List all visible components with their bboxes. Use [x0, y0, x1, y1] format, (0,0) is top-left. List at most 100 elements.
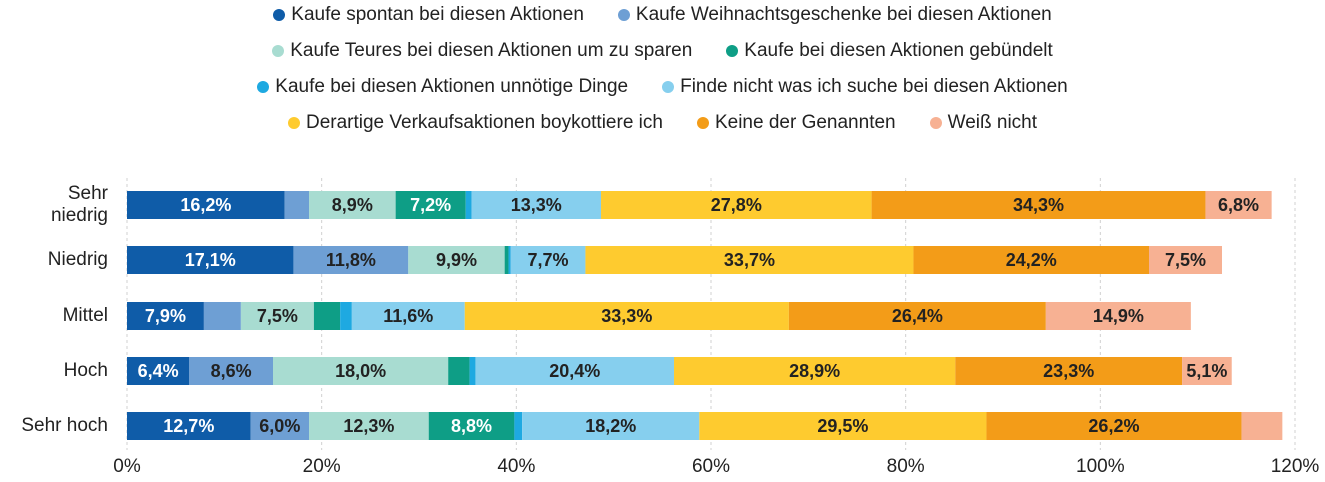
- bar-segment: [313, 302, 341, 330]
- bar-segment: [293, 246, 409, 274]
- bar-segment: [464, 302, 789, 330]
- bar-segment: [788, 302, 1046, 330]
- bar-segment: [309, 412, 429, 440]
- bar-segment: [240, 302, 314, 330]
- data-label: 13,3%: [511, 195, 562, 215]
- data-label: 5,1%: [1186, 361, 1227, 381]
- bar-segment: [1241, 412, 1283, 440]
- bar-segment: [510, 246, 586, 274]
- data-label: 17,1%: [185, 250, 236, 270]
- bar-segment: [351, 302, 465, 330]
- data-label: 29,5%: [817, 416, 868, 436]
- bar-segment: [471, 191, 602, 219]
- bar-segment: [522, 412, 700, 440]
- legend-item: Kaufe Teures bei diesen Aktionen um zu s…: [272, 40, 692, 62]
- data-label: 23,3%: [1043, 361, 1094, 381]
- legend-marker: [929, 117, 942, 129]
- data-label: 7,5%: [257, 306, 298, 326]
- legend-label: Kaufe spontan bei diesen Aktionen: [291, 4, 584, 25]
- data-label: 11,8%: [326, 250, 376, 270]
- legend-item: Derartige Verkaufsaktionen boykottiere i…: [287, 112, 663, 134]
- legend-marker: [696, 117, 709, 129]
- y-tick-label: Niedrig: [47, 249, 108, 270]
- legend-label: Kaufe Weihnachtsgeschenke bei diesen Akt…: [635, 4, 1052, 25]
- legend-item: Kaufe bei diesen Aktionen gebündelt: [726, 40, 1053, 62]
- y-tick-label: Hoch: [63, 360, 108, 381]
- bar-segment: [955, 357, 1183, 385]
- data-label: 33,3%: [601, 306, 652, 326]
- bar-segment: [699, 412, 987, 440]
- data-label: 6,0%: [259, 416, 300, 436]
- data-label: 33,7%: [724, 250, 775, 270]
- bar-segment: [913, 246, 1149, 274]
- bar-segment: [475, 357, 675, 385]
- legend-item: Kaufe Weihnachtsgeschenke bei diesen Akt…: [617, 4, 1052, 26]
- bar-segment: [1205, 191, 1272, 219]
- x-tick-label: 80%: [887, 456, 925, 477]
- bar-segment: [448, 357, 470, 385]
- bar-segment: [127, 246, 294, 274]
- data-label: 9,9%: [436, 250, 477, 270]
- bar-segment: [871, 191, 1206, 219]
- data-label: 18,0%: [335, 361, 386, 381]
- y-tick-label: Mittel: [62, 305, 108, 326]
- data-label: 26,4%: [892, 306, 943, 326]
- legend-marker: [617, 9, 630, 21]
- bar-segment: [340, 302, 352, 330]
- legend-row: Kaufe bei diesen Aktionen unnötige Dinge…: [0, 76, 1325, 98]
- x-tick-label: 20%: [303, 456, 341, 477]
- legend-item: Weiß nicht: [929, 112, 1038, 134]
- legend-row: Derartige Verkaufsaktionen boykottiere i…: [0, 112, 1325, 134]
- bar-segment: [514, 412, 523, 440]
- bar-segment: [428, 412, 515, 440]
- data-label: 7,7%: [527, 250, 568, 270]
- legend-row: Kaufe Teures bei diesen Aktionen um zu s…: [0, 40, 1325, 62]
- bar-segment: [508, 246, 511, 274]
- legend-label: Weiß nicht: [947, 112, 1038, 133]
- bar-segment: [189, 357, 273, 385]
- data-label: 8,6%: [211, 361, 252, 381]
- data-label: 6,8%: [1218, 195, 1259, 215]
- bar-segment: [986, 412, 1242, 440]
- legend-marker: [257, 81, 270, 93]
- data-label: 16,2%: [180, 195, 231, 215]
- legend-item: Keine der Genannten: [696, 112, 896, 134]
- legend-item: Finde nicht was ich suche bei diesen Akt…: [662, 76, 1068, 98]
- legend-label: Finde nicht was ich suche bei diesen Akt…: [680, 76, 1068, 97]
- data-label: 6,4%: [138, 361, 179, 381]
- legend-marker: [287, 117, 300, 129]
- data-label: 8,9%: [332, 195, 373, 215]
- bar-segment: [273, 357, 449, 385]
- bar-segment: [601, 191, 872, 219]
- data-label: 34,3%: [1013, 195, 1064, 215]
- data-label: 14,9%: [1093, 306, 1144, 326]
- legend-row: Kaufe spontan bei diesen Aktionen Kaufe W…: [0, 4, 1325, 26]
- bar-segment: [250, 412, 310, 440]
- bar-segment: [127, 302, 204, 330]
- y-tick-label: Sehr hoch: [21, 415, 108, 436]
- legend-marker: [662, 81, 675, 93]
- data-label: 8,8%: [451, 416, 492, 436]
- bar-segment: [408, 246, 505, 274]
- bar-segment: [127, 191, 285, 219]
- bar-segment: [395, 191, 466, 219]
- data-label: 11,6%: [383, 306, 433, 326]
- legend-label: Kaufe bei diesen Aktionen unnötige Dinge: [275, 76, 629, 97]
- data-label: 20,4%: [549, 361, 600, 381]
- data-label: 7,9%: [145, 306, 186, 326]
- bar-segment: [1149, 246, 1222, 274]
- legend-marker: [726, 45, 739, 57]
- data-label: 7,5%: [1165, 250, 1206, 270]
- legend-label: Keine der Genannten: [714, 112, 896, 133]
- x-tick-label: 60%: [692, 456, 730, 477]
- legend-label: Kaufe bei diesen Aktionen gebündelt: [744, 40, 1053, 61]
- bar-segment: [674, 357, 956, 385]
- x-tick-label: 0%: [113, 456, 141, 477]
- bar-segment: [127, 412, 251, 440]
- data-label: 26,2%: [1088, 416, 1139, 436]
- bar-segment: [1182, 357, 1232, 385]
- x-tick-label: 100%: [1076, 456, 1125, 477]
- bar-segment: [469, 357, 476, 385]
